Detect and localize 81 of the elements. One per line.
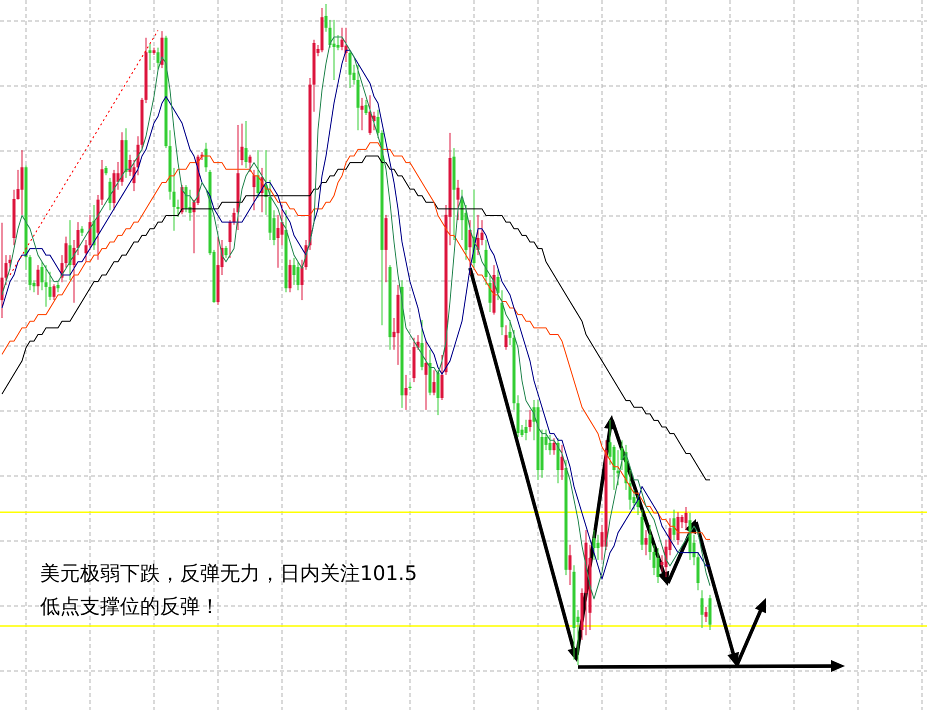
candlestick (300, 259, 304, 301)
candlestick (48, 271, 52, 301)
candlestick (16, 169, 20, 200)
candlestick (56, 282, 60, 293)
candlestick (336, 34, 340, 51)
candlestick (280, 204, 284, 246)
candlestick (244, 120, 248, 168)
candlestick (596, 534, 600, 560)
candlestick (84, 239, 88, 262)
candlestick (176, 199, 180, 218)
candlestick (360, 97, 364, 131)
candlestick (548, 434, 552, 456)
candlestick (184, 184, 188, 213)
candlestick (488, 274, 492, 313)
candlestick (76, 222, 80, 256)
candlestick (568, 544, 572, 586)
candlestick (292, 257, 296, 286)
candlestick (288, 259, 292, 293)
candlestick (240, 123, 244, 166)
candlestick (276, 214, 280, 268)
candlestick (480, 220, 484, 246)
candlestick (40, 261, 44, 291)
candlestick (644, 530, 648, 556)
candlestick (652, 544, 656, 576)
candlestick (648, 524, 652, 560)
candlestick (684, 506, 688, 531)
candlestick (404, 374, 408, 410)
candlestick (156, 47, 160, 71)
candlestick (560, 444, 564, 480)
candlestick (4, 254, 8, 286)
candlestick (656, 548, 660, 584)
annotation: 低点支撑位的反弹！ (40, 594, 220, 618)
candlestick (36, 264, 40, 296)
candlestick (592, 530, 596, 560)
candlestick (296, 261, 300, 291)
candlestick (364, 99, 368, 116)
candlestick (104, 165, 108, 176)
candlestick (672, 509, 676, 541)
candlestick (616, 450, 620, 486)
candlestick (252, 169, 256, 211)
candlestick (172, 167, 176, 232)
candlestick (376, 109, 380, 139)
candlestick (628, 470, 632, 510)
candlestick (64, 236, 68, 268)
candlestick (424, 339, 428, 410)
candlestick (528, 409, 532, 432)
candlestick (340, 27, 344, 51)
candlestick (256, 150, 260, 198)
candlestick (432, 370, 436, 396)
candlestick (496, 269, 500, 301)
candlestick (332, 19, 336, 81)
candlestick (224, 245, 228, 258)
candlestick (232, 208, 236, 226)
candlestick (324, 4, 328, 32)
candlestick (20, 150, 24, 216)
candlestick (108, 177, 112, 211)
candlestick (248, 154, 252, 172)
candlestick (148, 43, 152, 71)
candlestick (368, 94, 372, 136)
candlestick (80, 226, 84, 237)
annotation: 美元极弱下跌，反弹无力，日内关注101.5 (40, 561, 418, 585)
candlestick (44, 264, 48, 308)
candlestick (552, 438, 556, 456)
candlestick (524, 419, 528, 441)
candlestick (0, 222, 4, 318)
candlestick (420, 319, 424, 371)
candlestick (676, 512, 680, 546)
candlestick (456, 179, 460, 221)
candlestick (348, 50, 352, 88)
candlestick (704, 606, 708, 623)
candlestick (228, 220, 232, 258)
candlestick (204, 142, 208, 172)
candlestick (700, 590, 704, 628)
candlestick (508, 319, 512, 346)
candlestick (440, 354, 444, 400)
candlestick (468, 220, 472, 276)
candlestick (504, 324, 508, 350)
candlestick (52, 284, 56, 301)
candlestick (328, 19, 332, 48)
candlestick (612, 444, 616, 490)
candlestick (88, 214, 92, 250)
